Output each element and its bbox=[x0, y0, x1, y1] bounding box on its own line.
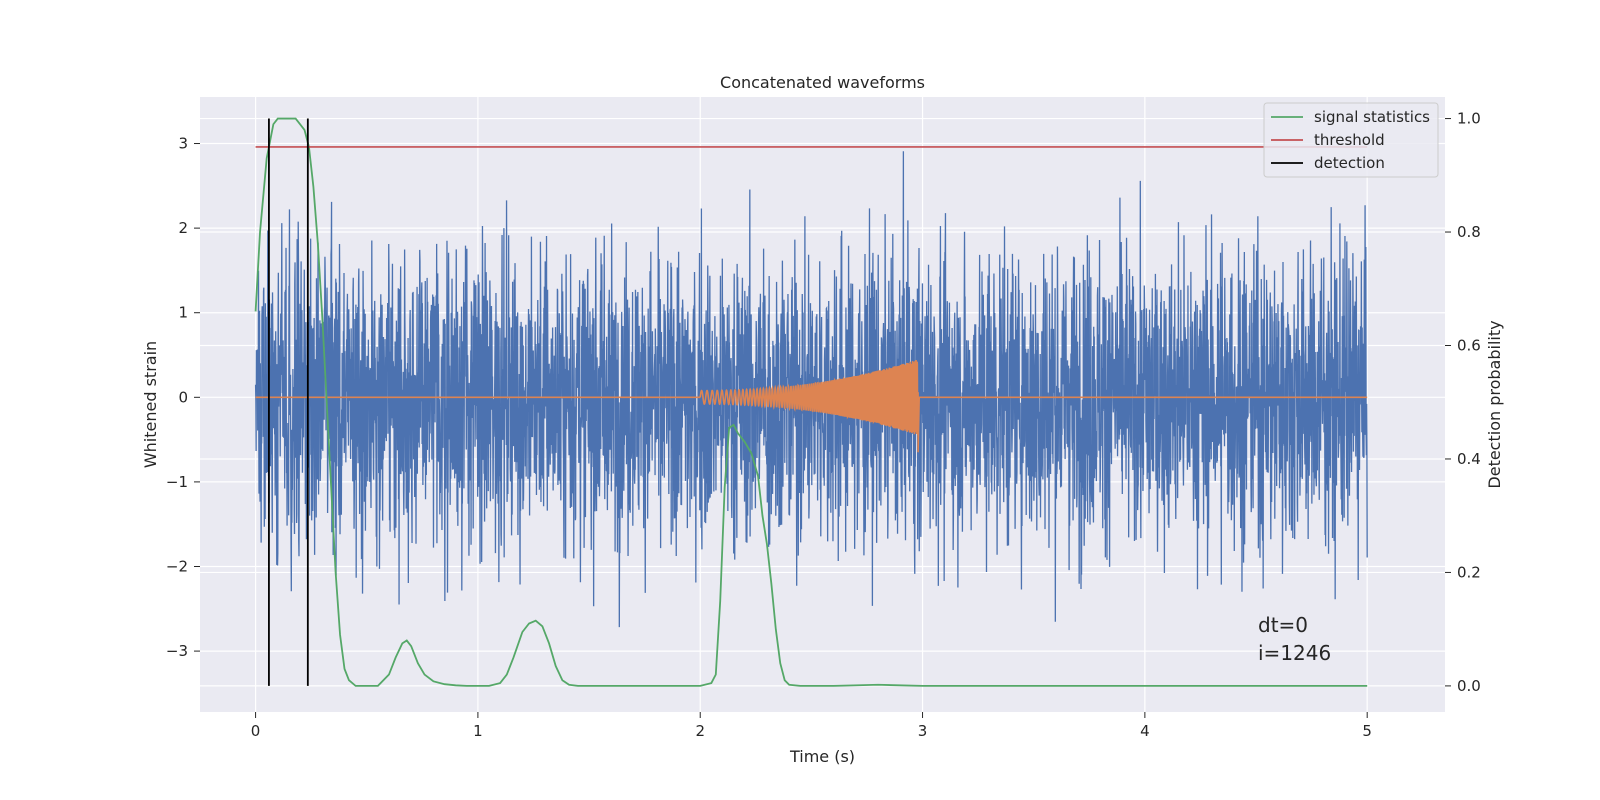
y2-tick-label: 0.6 bbox=[1457, 336, 1481, 354]
y-tick-label: 3 bbox=[178, 135, 188, 153]
y2-tick-label: 0.4 bbox=[1457, 450, 1481, 468]
x-tick-label: 3 bbox=[918, 722, 928, 740]
y-axis-label: Whitened strain bbox=[141, 341, 160, 468]
waveform-line bbox=[255, 359, 1368, 453]
detection-series bbox=[254, 117, 1368, 687]
y2-tick-label: 0.0 bbox=[1457, 677, 1481, 695]
y2-tick-label: 0.2 bbox=[1457, 563, 1481, 581]
signal-statistics-line bbox=[254, 117, 1368, 687]
x-tick-label: 1 bbox=[473, 722, 483, 740]
x-tick-label: 2 bbox=[695, 722, 705, 740]
noise-line bbox=[254, 151, 1368, 628]
noise-series bbox=[254, 151, 1368, 628]
legend-box bbox=[1263, 102, 1439, 178]
y-tick-label: 0 bbox=[178, 388, 188, 406]
y-tick-label: 2 bbox=[178, 219, 188, 237]
y-tick-label: −3 bbox=[166, 642, 188, 660]
x-tick-label: 0 bbox=[251, 722, 261, 740]
x-tick-label: 4 bbox=[1140, 722, 1150, 740]
y2-axis-label: Detection probability bbox=[1485, 320, 1504, 488]
legend-label-detection: detection bbox=[1314, 154, 1385, 172]
y-tick-label: −1 bbox=[166, 473, 188, 491]
legend: signal statistics threshold detection bbox=[1263, 102, 1439, 178]
y-tick-label: 1 bbox=[178, 304, 188, 322]
waveform-series bbox=[255, 359, 1368, 453]
y2-tick-label: 1.0 bbox=[1457, 110, 1481, 128]
legend-label-threshold: threshold bbox=[1314, 131, 1385, 149]
x-tick-label: 5 bbox=[1362, 722, 1372, 740]
x-axis-label: Time (s) bbox=[789, 747, 855, 766]
annotation-dt: dt=0 bbox=[1258, 613, 1308, 637]
legend-label-signal-statistics: signal statistics bbox=[1314, 108, 1430, 126]
axis-ticks: 0 1 2 3 4 5 −3 −2 −1 0 1 2 3 0.0 0.2 0.4 0.6 0.8 1.0 bbox=[166, 110, 1481, 740]
annotation-index: i=1246 bbox=[1258, 641, 1331, 665]
y2-tick-label: 0.8 bbox=[1457, 223, 1481, 241]
chart-title: Concatenated waveforms bbox=[720, 73, 925, 92]
y-tick-label: −2 bbox=[166, 557, 188, 575]
